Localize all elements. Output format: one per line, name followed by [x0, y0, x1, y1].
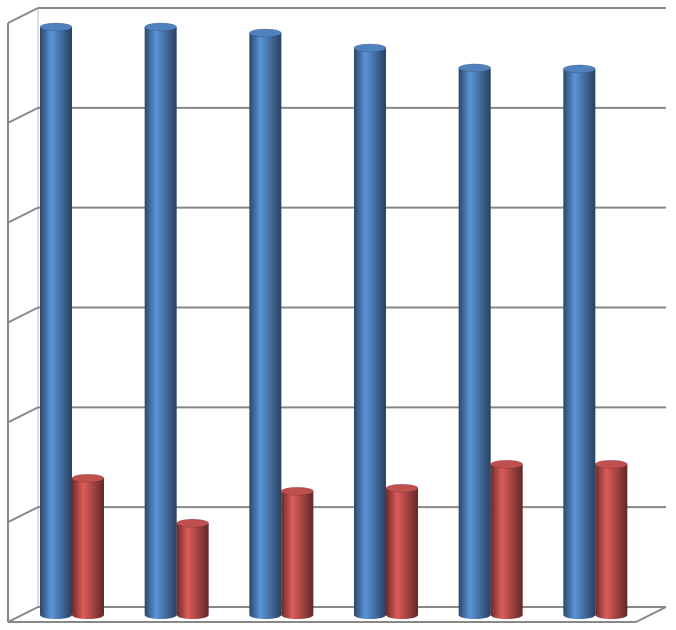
- cylinder: [281, 491, 314, 619]
- cylinder-top: [71, 473, 105, 483]
- grid-line-side: [7, 7, 39, 24]
- grid-line-side: [7, 406, 39, 424]
- cylinder: [354, 47, 386, 620]
- cylinder: [563, 68, 596, 619]
- grid-line-side: [7, 206, 39, 224]
- cylinder: [595, 464, 628, 619]
- cylinder-top: [353, 43, 387, 53]
- cylinder-top: [458, 63, 491, 73]
- grid-line-side: [7, 506, 39, 524]
- cylinder: [144, 26, 177, 619]
- grid-line-side: [7, 106, 39, 124]
- cylinder: [72, 478, 104, 619]
- cylinder: [490, 464, 523, 619]
- floor-right: [635, 606, 667, 623]
- grid-line-side: [7, 606, 39, 623]
- grid-line-side: [7, 306, 39, 324]
- cylinder-top: [595, 460, 628, 469]
- cylinder: [176, 523, 209, 619]
- cylinder-top: [385, 483, 419, 493]
- cylinder: [249, 32, 282, 619]
- cylinder-top: [39, 22, 73, 32]
- cylinder: [40, 26, 72, 619]
- cylinder-top: [176, 518, 209, 528]
- cylinder-top: [144, 22, 177, 32]
- cylinder-top: [563, 64, 596, 74]
- cylinder-top: [281, 486, 314, 496]
- cylinder: [458, 67, 491, 619]
- cylinder: [386, 488, 418, 619]
- cylinder-top: [249, 28, 282, 38]
- cylinder-top: [490, 460, 523, 469]
